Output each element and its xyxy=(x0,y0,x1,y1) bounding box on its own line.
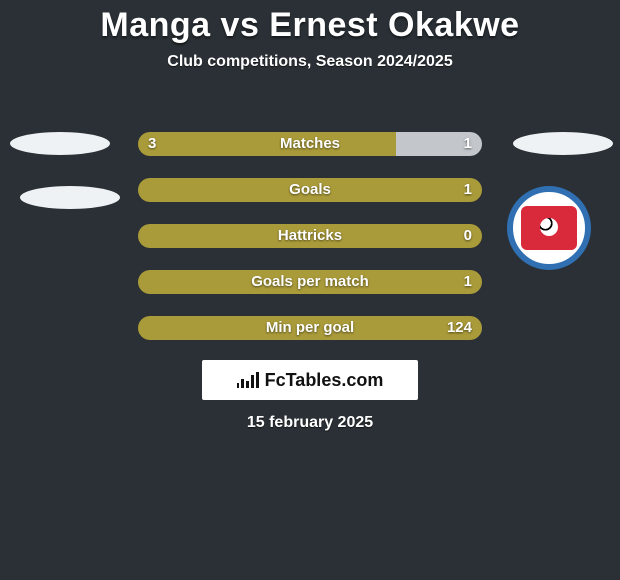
stat-row: Matches31 xyxy=(138,132,482,156)
stat-value-right: 1 xyxy=(464,132,472,156)
club-badge-icon xyxy=(507,186,591,270)
bar-chart-icon xyxy=(237,372,259,388)
brand-badge: FcTables.com xyxy=(202,360,418,400)
stat-value-right: 1 xyxy=(464,270,472,294)
subtitle: Club competitions, Season 2024/2025 xyxy=(0,53,620,71)
stat-value-right: 0 xyxy=(464,224,472,248)
brand-text: FcTables.com xyxy=(265,370,384,391)
stat-row: Goals1 xyxy=(138,178,482,202)
stat-row: Goals per match1 xyxy=(138,270,482,294)
player-avatar-placeholder xyxy=(513,132,613,155)
stat-value-left: 3 xyxy=(148,132,156,156)
page-title: Manga vs Ernest Okakwe xyxy=(0,6,620,45)
stat-bars: Matches31Goals1Hattricks0Goals per match… xyxy=(138,132,482,362)
player-avatar-placeholder xyxy=(10,132,110,155)
stat-bar-left xyxy=(138,178,482,202)
stat-row: Hattricks0 xyxy=(138,224,482,248)
stat-value-right: 1 xyxy=(464,178,472,202)
stat-bar-left xyxy=(138,224,482,248)
stat-value-right: 124 xyxy=(447,316,472,340)
stat-bar-left xyxy=(138,132,396,156)
comparison-infographic: Manga vs Ernest Okakwe Club competitions… xyxy=(0,6,620,580)
stat-row: Min per goal124 xyxy=(138,316,482,340)
football-icon xyxy=(540,218,558,236)
stat-bar-left xyxy=(138,270,482,294)
date-label: 15 february 2025 xyxy=(0,414,620,432)
stat-bar-left xyxy=(138,316,482,340)
player-avatar-placeholder xyxy=(20,186,120,209)
